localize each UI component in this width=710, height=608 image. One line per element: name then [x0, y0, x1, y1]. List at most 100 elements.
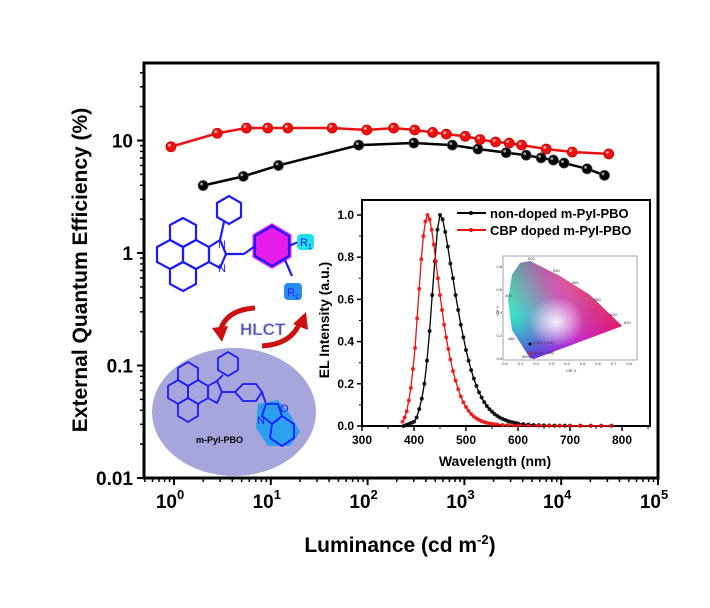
- cie-x-tick-label: 0.3: [549, 361, 555, 366]
- inset-y-tick-label: 0.8: [337, 250, 354, 264]
- data-point-highlight: [329, 125, 333, 129]
- data-point-highlight: [477, 136, 481, 140]
- inset-data-point: [461, 400, 466, 405]
- inset-data-point: [429, 227, 434, 232]
- data-point: [599, 169, 610, 181]
- cie-wavelength-label: 560: [572, 280, 579, 285]
- inset-data-point: [464, 348, 468, 353]
- data-point-highlight: [523, 152, 527, 156]
- legend-marker-non-doped: [469, 211, 473, 215]
- inset-data-point: [487, 407, 492, 412]
- inset-data-point: [410, 367, 415, 372]
- inset-data-point: [448, 357, 453, 362]
- cie-x-tick-label: 0.1: [518, 361, 524, 366]
- cie-wavelength-label: 520: [528, 256, 535, 261]
- cie-diagram: (0.15, 0.13) (0.16, 0.06) CIE X CIE Y 0.…: [495, 255, 638, 373]
- inset-data-point: [609, 423, 614, 428]
- data-point: [581, 163, 593, 175]
- data-point: [603, 148, 615, 160]
- legend-marker-cbp-doped: [469, 228, 473, 232]
- data-point: [540, 143, 552, 155]
- inset-data-point: [484, 403, 489, 408]
- inset-data-point: [417, 286, 422, 291]
- inset-data-point: [469, 368, 474, 373]
- inset-y-axis-title: EL Intensity (a.u.): [316, 262, 332, 378]
- molecule-ellipse: [152, 348, 316, 476]
- inset-data-point: [427, 217, 432, 222]
- inset-data-point: [430, 293, 435, 298]
- data-point-highlight: [390, 125, 394, 129]
- inset-data-point: [417, 407, 422, 412]
- inset-data-point: [435, 227, 440, 232]
- data-point-highlight: [355, 142, 359, 146]
- y-tick-label: 1: [122, 244, 133, 265]
- inset-data-point: [516, 423, 520, 428]
- y-axis-title: External Quantum Efficiency (%): [69, 108, 92, 432]
- cie-point-label-cbp-doped: (0.16, 0.06): [534, 350, 555, 355]
- data-point: [474, 134, 486, 145]
- inset-data-point: [461, 335, 466, 340]
- inset-data-point: [466, 358, 471, 363]
- data-point: [409, 124, 421, 136]
- series-cbp-doped: [165, 122, 615, 160]
- r1-label: R1: [300, 237, 312, 251]
- inset-y-tick-label: 0.4: [337, 335, 354, 349]
- cie-wavelength-label: 460: [522, 354, 529, 359]
- inset-data-point: [400, 419, 405, 424]
- cie-x-title: CIE X: [566, 368, 577, 373]
- data-point-highlight: [200, 182, 204, 186]
- data-point-highlight: [449, 142, 453, 146]
- cie-y-tick-label: 0.8: [496, 264, 502, 269]
- cie-wavelength-label: 600: [610, 312, 617, 317]
- cie-x-tick-label: 0.8: [626, 361, 632, 366]
- data-point: [503, 137, 515, 149]
- data-point-highlight: [506, 140, 510, 144]
- cie-y-tick-label: 0.2: [496, 333, 502, 338]
- data-point: [500, 147, 512, 159]
- inset-data-point: [599, 423, 604, 428]
- data-point-highlight: [411, 126, 415, 130]
- nitrogen-label-pbo: N: [257, 415, 265, 427]
- inset-data-point: [482, 400, 487, 405]
- data-point-highlight: [569, 149, 573, 153]
- data-point-highlight: [605, 150, 609, 154]
- inset-x-tick-label: 300: [352, 433, 372, 447]
- inset-data-point: [438, 213, 442, 217]
- inset-data-point: [490, 409, 494, 414]
- inset-data-point: [427, 329, 432, 334]
- inset-data-point: [469, 411, 474, 416]
- data-point-highlight: [550, 157, 554, 161]
- data-point-highlight: [443, 131, 447, 135]
- inset-data-point: [477, 390, 481, 395]
- data-point-highlight: [167, 143, 171, 147]
- benzoxazole-highlight: [256, 400, 300, 446]
- inset-x-axis-title: Wavelength (nm): [439, 453, 551, 469]
- data-point-highlight: [410, 140, 414, 144]
- inset-data-point: [422, 381, 427, 386]
- inset-data-point: [474, 383, 479, 388]
- inset-data-point: [414, 415, 419, 420]
- inset-data-point: [435, 276, 440, 281]
- inset-data-point: [495, 422, 500, 427]
- x-tick-label: 102: [349, 487, 377, 513]
- inset-data-point: [456, 307, 461, 312]
- data-point-highlight: [240, 173, 244, 177]
- inset-data-point: [578, 423, 583, 428]
- data-point-highlight: [561, 160, 565, 164]
- data-point: [427, 127, 439, 138]
- inset-data-point: [557, 423, 562, 428]
- inset-data-point: [440, 307, 445, 312]
- data-point-highlight: [538, 154, 542, 158]
- cie-x-tick-label: 0.5: [580, 361, 586, 366]
- inset-data-point: [456, 387, 461, 392]
- inset-data-point: [446, 346, 451, 351]
- data-point: [237, 170, 249, 182]
- inset-data-point: [464, 405, 468, 410]
- data-point: [472, 143, 484, 155]
- data-point: [520, 149, 532, 161]
- x-tick-label: 104: [543, 487, 572, 513]
- data-point: [547, 154, 559, 166]
- data-point: [197, 180, 209, 191]
- cie-wavelength-label: 540: [553, 268, 560, 273]
- inset-data-point: [505, 423, 510, 428]
